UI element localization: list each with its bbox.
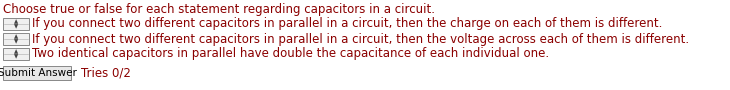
Text: ▲: ▲	[14, 49, 18, 54]
Text: If you connect two different capacitors in parallel in a circuit, then the volta: If you connect two different capacitors …	[32, 32, 689, 46]
Text: ▼: ▼	[14, 24, 18, 29]
Text: Two identical capacitors in parallel have double the capacitance of each individ: Two identical capacitors in parallel hav…	[32, 48, 549, 60]
Text: ▲: ▲	[14, 34, 18, 39]
Text: Tries 0/2: Tries 0/2	[81, 67, 131, 79]
Text: Choose true or false for each statement regarding capacitors in a circuit.: Choose true or false for each statement …	[3, 3, 435, 16]
FancyBboxPatch shape	[3, 18, 29, 30]
FancyBboxPatch shape	[3, 48, 29, 60]
Text: ▼: ▼	[14, 39, 18, 44]
Text: Submit Answer: Submit Answer	[0, 68, 77, 78]
Text: ▼: ▼	[14, 54, 18, 59]
FancyBboxPatch shape	[3, 66, 71, 80]
FancyBboxPatch shape	[3, 33, 29, 45]
Text: If you connect two different capacitors in parallel in a circuit, then the charg: If you connect two different capacitors …	[32, 17, 662, 31]
Text: ▲: ▲	[14, 19, 18, 24]
